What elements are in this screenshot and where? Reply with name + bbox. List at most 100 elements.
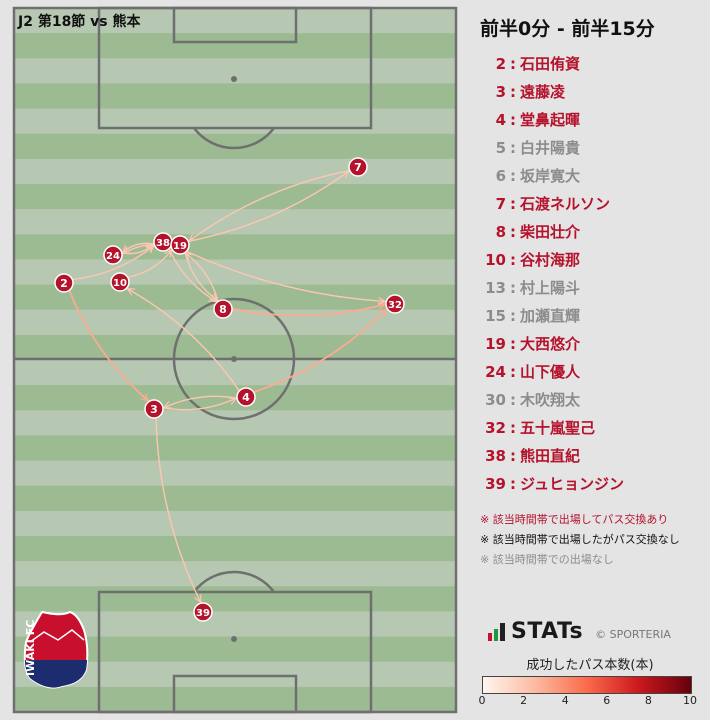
stats-logo-icon bbox=[488, 622, 505, 641]
roster-row-5: 5: 白井陽貴 bbox=[470, 134, 710, 162]
player-node-19: 19 bbox=[170, 235, 190, 255]
roster-row-15: 15: 加瀬直輝 bbox=[470, 302, 710, 330]
player-node-8: 8 bbox=[213, 299, 233, 319]
roster-name: 石渡ネルソン bbox=[520, 195, 611, 213]
roster-separator: : bbox=[510, 83, 516, 101]
player-node-24: 24 bbox=[103, 245, 123, 265]
pitch-lines bbox=[12, 6, 458, 714]
roster-name: 谷村海那 bbox=[520, 251, 581, 269]
roster-separator: : bbox=[510, 223, 516, 241]
roster-number: 38 bbox=[485, 447, 506, 465]
roster-name: 加瀬直輝 bbox=[520, 307, 581, 325]
colorbar-tick: 2 bbox=[520, 694, 528, 707]
roster-name: 堂鼻起暉 bbox=[520, 111, 581, 129]
roster-row-8: 8: 柴田壮介 bbox=[470, 218, 710, 246]
colorbar bbox=[482, 676, 692, 694]
player-node-2: 2 bbox=[54, 273, 74, 293]
player-node-3: 3 bbox=[144, 399, 164, 419]
brand-name: STATs bbox=[511, 619, 584, 644]
match-title: J2 第18節 vs 熊本 bbox=[18, 14, 141, 30]
pitch-area: 7 38 19 24 2 10 8 32 4 3 39 IWAKI FC J2 第18節 vs 熊本 bbox=[12, 6, 458, 714]
roster-separator: : bbox=[510, 55, 516, 73]
roster-number: 10 bbox=[485, 251, 506, 269]
player-node-label: 32 bbox=[388, 300, 402, 311]
roster-row-4: 4: 堂鼻起暉 bbox=[470, 106, 710, 134]
pitch-stripes bbox=[14, 8, 456, 712]
pass-edge-8-19 bbox=[184, 252, 219, 302]
note-bench: ※ 該当時間帯での出場なし bbox=[480, 553, 614, 566]
player-node-10: 10 bbox=[110, 272, 130, 292]
pass-edge-7-19 bbox=[188, 169, 350, 242]
player-node-label: 10 bbox=[113, 278, 127, 289]
player-node-label: 19 bbox=[173, 241, 187, 252]
roster-number: 13 bbox=[485, 279, 506, 297]
roster-name: 五十嵐聖己 bbox=[520, 419, 596, 437]
player-node-label: 24 bbox=[106, 251, 120, 262]
roster-separator: : bbox=[510, 279, 516, 297]
brand: STATs © SPORTERIA bbox=[488, 619, 671, 644]
roster-number: 19 bbox=[485, 335, 506, 353]
roster-number: 2 bbox=[495, 55, 506, 73]
colorbar-ticks: 0 2 4 6 8 10 bbox=[478, 694, 698, 710]
roster-number: 8 bbox=[495, 223, 506, 241]
player-node-label: 3 bbox=[150, 403, 158, 416]
player-node-7: 7 bbox=[348, 157, 368, 177]
player-node-32: 32 bbox=[385, 294, 405, 314]
colorbar-tick: 4 bbox=[561, 694, 569, 707]
roster-separator: : bbox=[510, 195, 516, 213]
roster-separator: : bbox=[510, 475, 516, 493]
roster-number: 3 bbox=[495, 83, 506, 101]
svg-text:IWAKI FC: IWAKI FC bbox=[24, 620, 37, 676]
roster-number: 5 bbox=[495, 139, 506, 157]
pitch-spots bbox=[231, 76, 237, 642]
roster-row-32: 32: 五十嵐聖己 bbox=[470, 414, 710, 442]
note-active: ※ 該当時間帯で出場してパス交換あり bbox=[480, 513, 669, 526]
pass-network-pitch: 7 38 19 24 2 10 8 32 4 3 39 IWAKI FC bbox=[12, 6, 458, 714]
roster-name: 熊田直紀 bbox=[520, 447, 581, 465]
pass-edges bbox=[68, 169, 388, 604]
roster-name: 遠藤凌 bbox=[520, 83, 566, 101]
roster-row-39: 39: ジュヒョンジン bbox=[470, 470, 710, 498]
player-node-4: 4 bbox=[236, 387, 256, 407]
iwaki-fc-crest-icon: IWAKI FC bbox=[23, 610, 89, 689]
pass-edge-10-19 bbox=[127, 249, 173, 278]
roster-name: 大西悠介 bbox=[520, 335, 581, 353]
roster-number: 39 bbox=[485, 475, 506, 493]
info-panel: 前半0分 - 前半15分 2: 石田侑資 3: 遠藤凌 4: 堂鼻起暉 5: 白井陽貴 6: 坂岸… bbox=[470, 0, 710, 720]
roster-number: 24 bbox=[485, 363, 506, 381]
roster-separator: : bbox=[510, 335, 516, 353]
roster-separator: : bbox=[510, 111, 516, 129]
note-no-pass: ※ 該当時間帯で出場したがパス交換なし bbox=[480, 533, 680, 546]
roster-name: 村上陽斗 bbox=[520, 279, 581, 297]
roster-number: 30 bbox=[485, 391, 506, 409]
colorbar-tick: 10 bbox=[683, 694, 697, 707]
roster-row-19: 19: 大西悠介 bbox=[470, 330, 710, 358]
pass-edge-3-39 bbox=[155, 417, 202, 604]
roster-number: 4 bbox=[495, 111, 506, 129]
pass-edge-4-32 bbox=[253, 308, 388, 394]
roster-name: ジュヒョンジン bbox=[520, 475, 624, 493]
colorbar-tick: 6 bbox=[603, 694, 611, 707]
player-nodes: 7 38 19 24 2 10 8 32 4 3 39 bbox=[54, 157, 405, 622]
roster-number: 7 bbox=[495, 195, 506, 213]
roster-separator: : bbox=[510, 167, 516, 185]
player-node-label: 4 bbox=[242, 391, 250, 404]
pass-edge-38-32 bbox=[171, 243, 387, 306]
roster-name: 石田侑資 bbox=[520, 55, 581, 73]
roster-separator: : bbox=[510, 419, 516, 437]
roster-separator: : bbox=[510, 363, 516, 381]
roster-name: 坂岸寛大 bbox=[520, 167, 581, 185]
legend-notes: ※ 該当時間帯で出場してパス交換あり ※ 該当時間帯で出場したがパス交換なし ※… bbox=[480, 510, 680, 570]
player-node-label: 39 bbox=[196, 608, 210, 619]
roster-row-10: 10: 谷村海那 bbox=[470, 246, 710, 274]
brand-copyright: © SPORTERIA bbox=[595, 628, 671, 641]
roster-separator: : bbox=[510, 139, 516, 157]
roster-number: 6 bbox=[495, 167, 506, 185]
roster-separator: : bbox=[510, 447, 516, 465]
pass-edge-2-38 bbox=[72, 244, 155, 281]
player-node-39: 39 bbox=[193, 602, 213, 622]
roster-row-3: 3: 遠藤凌 bbox=[470, 78, 710, 106]
player-node-label: 2 bbox=[60, 277, 68, 290]
colorbar-tick: 0 bbox=[478, 694, 486, 707]
roster-row-38: 38: 熊田直紀 bbox=[470, 442, 710, 470]
